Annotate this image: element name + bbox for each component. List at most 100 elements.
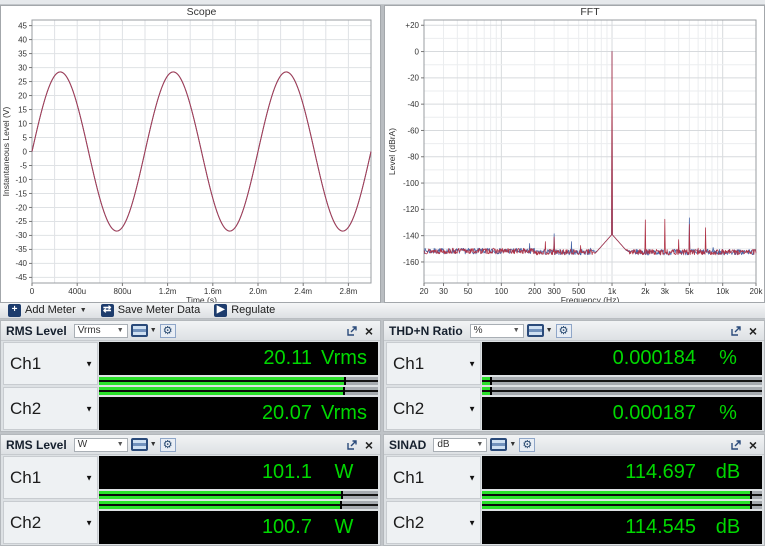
meter-value: 0.000184: [612, 347, 696, 369]
svg-text:2.0m: 2.0m: [249, 287, 267, 296]
unit-dropdown[interactable]: W ▼: [73, 437, 128, 452]
channel-selector[interactable]: Ch1 ▼: [3, 342, 98, 385]
svg-text:20: 20: [420, 287, 429, 296]
svg-text:30: 30: [18, 63, 27, 72]
unit-dropdown[interactable]: % ▼: [469, 323, 524, 338]
svg-text:-5: -5: [20, 161, 28, 170]
settings-gear-icon[interactable]: ⚙: [519, 437, 536, 452]
close-icon[interactable]: ×: [364, 322, 374, 339]
chevron-down-icon: ▼: [79, 306, 87, 314]
unit-dropdown[interactable]: dB ▼: [433, 437, 488, 452]
channel-row-ch2: Ch2 ▼ 0.000187%: [386, 387, 762, 430]
svg-text:3k: 3k: [661, 287, 670, 296]
level-bar: [482, 387, 762, 395]
meter-unit: Vrms: [321, 402, 367, 424]
meter-unit: W: [334, 516, 354, 538]
scope-plot-panel: Scope 45 40 35 30 25 20 15 10 5 0 -5 -10 -15 -20 -25 -30…: [0, 4, 381, 303]
close-icon[interactable]: ×: [364, 436, 374, 453]
unit-dropdown[interactable]: Vrms ▼: [73, 323, 128, 338]
svg-text:Instantaneous Level (V): Instantaneous Level (V): [1, 106, 11, 196]
svg-text:300: 300: [547, 287, 561, 296]
svg-text:Level (dBrA): Level (dBrA): [387, 128, 397, 175]
value-display: 114.545 dB: [482, 511, 762, 544]
plus-icon: +: [8, 303, 21, 317]
chevron-down-icon: ▼: [85, 473, 93, 482]
meter-panel-rms-level-vrms: RMS Level Vrms ▼ ▼ ⚙ × Ch1 ▼ 20.11 Vrms Ch2…: [0, 320, 381, 432]
channel-selector[interactable]: Ch2 ▼: [386, 501, 481, 544]
add-meter-button[interactable]: + Add Meter ▼: [4, 303, 91, 318]
meter-value: 114.545: [625, 516, 696, 538]
meter-title: RMS Level: [6, 437, 67, 452]
save-meter-data-label: Save Meter Data: [117, 304, 201, 317]
add-meter-label: Add Meter: [25, 304, 76, 317]
meter-header: THD+N Ratio % ▼ ▼ ⚙ ×: [384, 321, 764, 341]
channel-row-ch2: Ch2 ▼ 20.07 Vrms: [3, 387, 378, 430]
channel-selector[interactable]: Ch2 ▼: [3, 387, 98, 430]
channel-selector[interactable]: Ch1 ▼: [386, 342, 481, 385]
chevron-down-icon: ▼: [468, 518, 476, 527]
chevron-down-icon: ▼: [468, 359, 476, 368]
popout-icon[interactable]: [345, 324, 359, 338]
meter-view-icon[interactable]: [490, 438, 508, 451]
unit-value: dB: [437, 439, 450, 450]
chevron-down-icon: ▼: [468, 473, 476, 482]
close-icon[interactable]: ×: [748, 322, 758, 339]
level-bar: [99, 491, 378, 499]
svg-text:25: 25: [18, 77, 27, 86]
meter-value: 100.7: [261, 516, 312, 538]
regulate-label: Regulate: [231, 304, 276, 317]
close-icon[interactable]: ×: [748, 436, 758, 453]
tab-strip: [0, 0, 765, 5]
meter-unit: W: [334, 461, 354, 483]
meter-unit: Vrms: [321, 347, 367, 369]
meter-value: 20.07: [261, 402, 312, 424]
scope-plot: Scope 45 40 35 30 25 20 15 10 5 0 -5 -10 -15 -20 -25 -30…: [1, 6, 372, 302]
svg-text:Time (s): Time (s): [186, 295, 217, 302]
svg-text:Scope: Scope: [187, 6, 217, 18]
svg-text:-160: -160: [403, 258, 420, 267]
chevron-down-icon[interactable]: ▼: [149, 327, 157, 334]
svg-text:45: 45: [18, 21, 27, 30]
popout-icon[interactable]: [729, 438, 743, 452]
meter-unit: %: [719, 402, 737, 424]
meter-view-icon[interactable]: [130, 438, 148, 451]
svg-text:0: 0: [23, 147, 28, 156]
meter-view-icon[interactable]: [130, 324, 148, 337]
svg-text:50: 50: [464, 287, 473, 296]
svg-text:-100: -100: [403, 179, 420, 188]
channel-row-ch2: Ch2 ▼ 114.545 dB: [386, 501, 762, 544]
svg-text:35: 35: [18, 49, 27, 58]
svg-text:400u: 400u: [68, 287, 86, 296]
channel-selector[interactable]: Ch2 ▼: [386, 387, 481, 430]
popout-icon[interactable]: [345, 438, 359, 452]
popout-icon[interactable]: [729, 324, 743, 338]
chevron-down-icon: ▼: [476, 441, 484, 448]
chevron-down-icon[interactable]: ▼: [545, 327, 553, 334]
chevron-down-icon[interactable]: ▼: [509, 441, 517, 448]
channel-selector[interactable]: Ch2 ▼: [3, 501, 98, 544]
channel-selector[interactable]: Ch1 ▼: [3, 456, 98, 499]
meter-unit: dB: [715, 461, 741, 483]
channel-selector[interactable]: Ch1 ▼: [386, 456, 481, 499]
unit-value: W: [77, 439, 88, 450]
settings-gear-icon[interactable]: ⚙: [159, 437, 176, 452]
save-meter-data-button[interactable]: ⇄ Save Meter Data: [97, 303, 205, 318]
meter-value: 101.1: [261, 461, 312, 483]
value-display: 101.1 W: [99, 456, 378, 489]
svg-text:-45: -45: [15, 273, 27, 282]
chevron-down-icon: ▼: [85, 359, 93, 368]
meter-header: RMS Level Vrms ▼ ▼ ⚙ ×: [1, 321, 380, 341]
svg-text:2.8m: 2.8m: [340, 287, 358, 296]
meter-view-icon[interactable]: [526, 324, 544, 337]
fft-plot: FFT +20 0 -20 -40 -60 -80 -100 -120 -140 -160 20 30 5…: [387, 6, 764, 302]
regulate-button[interactable]: ▶ Regulate: [210, 303, 279, 318]
svg-text:-40: -40: [407, 100, 419, 109]
svg-text:-15: -15: [15, 189, 27, 198]
settings-gear-icon[interactable]: ⚙: [555, 323, 572, 338]
meter-title: THD+N Ratio: [389, 323, 463, 338]
meters-toolbar: + Add Meter ▼ ⇄ Save Meter Data ▶ Regula…: [0, 302, 765, 319]
svg-text:20k: 20k: [750, 287, 764, 296]
chevron-down-icon[interactable]: ▼: [149, 441, 157, 448]
svg-text:-40: -40: [15, 259, 27, 268]
settings-gear-icon[interactable]: ⚙: [159, 323, 176, 338]
